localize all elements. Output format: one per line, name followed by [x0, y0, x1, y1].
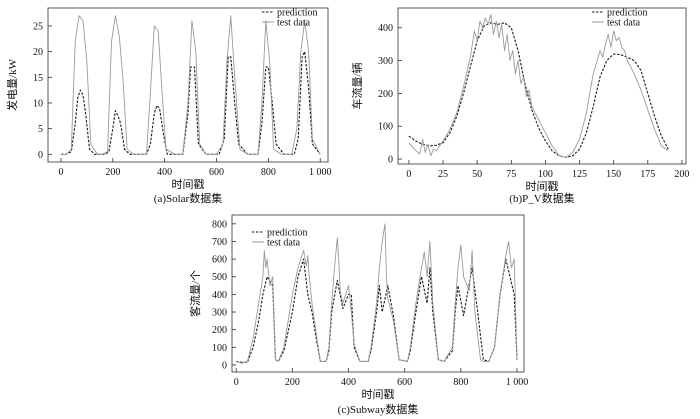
x-tick-label: 125 [572, 169, 587, 180]
y-tick-label: 0 [388, 155, 393, 166]
x-tick-label: 800 [261, 167, 276, 178]
x-axis-title: 时间戳 [172, 178, 205, 191]
x-tick-label: 75 [506, 169, 516, 180]
y-tick-label: 25 [33, 21, 43, 32]
x-tick-label: 400 [157, 167, 172, 178]
y-tick-label: 20 [33, 47, 43, 58]
y-tick-label: 700 [212, 237, 227, 248]
plot-frame [47, 7, 329, 163]
y-tick-label: 400 [378, 23, 393, 34]
x-tick-label: 600 [397, 377, 412, 388]
x-axis-title: 时间戳 [362, 388, 395, 401]
x-tick-label: 800 [453, 377, 468, 388]
legend-label: test data [267, 238, 301, 249]
y-tick-label: 100 [378, 122, 393, 133]
x-tick-label: 0 [406, 169, 411, 180]
legend-label: test data [607, 18, 641, 29]
plot-frame [397, 7, 687, 165]
x-axis-title: 时间戳 [526, 180, 559, 193]
y-tick-label: 200 [212, 325, 227, 336]
x-tick-label: 1 000 [309, 167, 332, 178]
y-tick-label: 500 [212, 272, 227, 283]
y-tick-label: 300 [378, 56, 393, 67]
y-tick-label: 100 [212, 343, 227, 354]
chart-caption: (b)P_V数据集 [509, 191, 574, 205]
y-tick-label: 300 [212, 308, 227, 319]
subway-chart: 0 200 400 600 800 1 000 0 100 200 300 400 500 600 700… [188, 214, 529, 416]
x-tick-label: 50 [472, 169, 482, 180]
y-tick-label: 400 [212, 290, 227, 301]
x-tick-label: 150 [606, 169, 621, 180]
x-tick-label: 200 [674, 169, 689, 180]
y-tick-label: 0 [38, 150, 43, 161]
x-tick-label: 200 [105, 167, 120, 178]
x-tick-label: 175 [640, 169, 655, 180]
x-tick-label: 100 [538, 169, 553, 180]
y-tick-label: 5 [38, 124, 43, 135]
legend-label: prediction [267, 228, 308, 239]
y-tick-label: 10 [33, 98, 43, 109]
x-tick-label: 600 [209, 167, 224, 178]
y-axis-title: 车流量/辆 [350, 62, 364, 109]
x-tick-label: 400 [341, 377, 356, 388]
pv-chart: 0 25 50 75 100 125 150 175 200 0 100 200 300 400 时间戳 车流… [350, 8, 689, 206]
y-tick-label: 15 [33, 73, 43, 84]
test-data-series-line [61, 15, 321, 155]
chart-caption: (c)Subway数据集 [338, 402, 419, 416]
plot-frame [231, 214, 525, 373]
test-data-series-line [408, 14, 669, 158]
y-tick-label: 0 [222, 360, 227, 371]
legend-label: prediction [607, 8, 648, 19]
solar-chart: 0 200 400 600 800 1 000 0 5 10 15 20 25 时间戳 发电量/kW pre… [5, 8, 331, 206]
y-tick-label: 200 [378, 89, 393, 100]
x-tick-label: 200 [285, 377, 300, 388]
y-tick-label: 600 [212, 255, 227, 266]
y-axis-title: 发电量/kW [5, 58, 19, 111]
x-tick-label: 0 [58, 167, 63, 178]
chart-caption: (a)Solar数据集 [154, 191, 222, 205]
y-axis-title: 客流量/个 [188, 270, 202, 317]
prediction-series-line [408, 22, 669, 158]
legend-label: test data [277, 18, 311, 29]
y-tick-label: 800 [212, 219, 227, 230]
legend-label: prediction [277, 8, 318, 19]
x-tick-label: 25 [438, 169, 448, 180]
prediction-series-line [61, 51, 321, 155]
x-tick-label: 1 000 [506, 377, 529, 388]
x-tick-label: 0 [234, 377, 239, 388]
test-data-series-line [236, 223, 518, 364]
